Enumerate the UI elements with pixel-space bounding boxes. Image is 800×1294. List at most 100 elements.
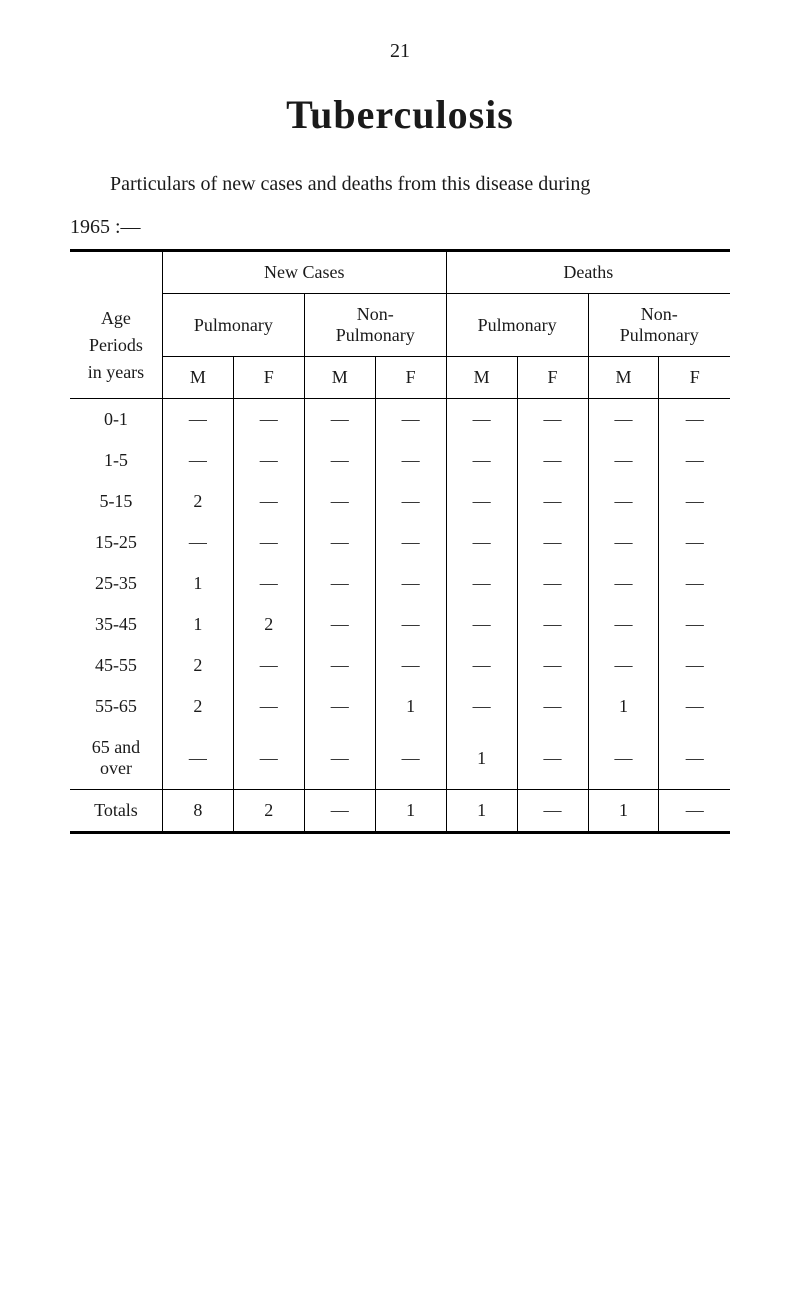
cell: —	[588, 645, 659, 686]
cell: —	[375, 440, 446, 481]
cell: —	[446, 686, 517, 727]
cell: —	[375, 522, 446, 563]
totals-row: Totals 8 2 — 1 1 — 1 —	[70, 790, 730, 833]
cell: —	[517, 645, 588, 686]
header-f: F	[375, 357, 446, 399]
page-number: 21	[70, 40, 730, 63]
cell: —	[304, 727, 375, 790]
cell: —	[375, 399, 446, 441]
cell: —	[233, 727, 304, 790]
cell: 1	[588, 686, 659, 727]
cell: —	[446, 522, 517, 563]
text: Non-	[357, 304, 394, 324]
header-f: F	[517, 357, 588, 399]
cell: —	[162, 399, 233, 441]
header-nc-pulmonary: Pulmonary	[162, 294, 304, 357]
cell: —	[304, 399, 375, 441]
row-label: 15-25	[70, 522, 162, 563]
cell: —	[162, 727, 233, 790]
cell: —	[446, 604, 517, 645]
table-row: 45-55 2 — — — — — — —	[70, 645, 730, 686]
header-d-nonpulmonary: Non- Pulmonary	[588, 294, 730, 357]
cell: —	[517, 440, 588, 481]
table-row: 65 and over — — — — 1 — — —	[70, 727, 730, 790]
cell: 1	[162, 563, 233, 604]
cell: 2	[162, 686, 233, 727]
cell: —	[659, 727, 730, 790]
cell: —	[233, 563, 304, 604]
text: Pulmonary	[336, 325, 415, 345]
cell: —	[588, 399, 659, 441]
text: Non-	[641, 304, 678, 324]
cell: 1	[375, 790, 446, 833]
header-nc-nonpulmonary: Non- Pulmonary	[304, 294, 446, 357]
cell: 1	[446, 790, 517, 833]
spacer	[70, 251, 162, 294]
cell: —	[588, 440, 659, 481]
cell: 2	[162, 481, 233, 522]
cell: —	[304, 645, 375, 686]
cell: —	[517, 399, 588, 441]
header-d-pulmonary: Pulmonary	[446, 294, 588, 357]
cell: —	[659, 399, 730, 441]
row-label: 0-1	[70, 399, 162, 441]
cell: —	[659, 790, 730, 833]
row-label: 55-65	[70, 686, 162, 727]
header-deaths: Deaths	[446, 251, 730, 294]
header-age: Age Periods in years	[70, 294, 162, 399]
cell: —	[517, 522, 588, 563]
cell: 1	[588, 790, 659, 833]
cell: —	[659, 563, 730, 604]
document-title: Tuberculosis	[70, 91, 730, 138]
cell: —	[659, 481, 730, 522]
cell: —	[233, 481, 304, 522]
cell: —	[233, 399, 304, 441]
row-label: 35-45	[70, 604, 162, 645]
year-line: 1965 :—	[70, 216, 730, 239]
cell: —	[588, 522, 659, 563]
tuberculosis-table: New Cases Deaths Age Periods in years Pu…	[70, 249, 730, 834]
cell: —	[233, 440, 304, 481]
row-label: 65 and over	[70, 727, 162, 790]
cell: —	[517, 563, 588, 604]
cell: —	[517, 727, 588, 790]
cell: —	[446, 563, 517, 604]
cell: —	[659, 604, 730, 645]
cell: —	[304, 790, 375, 833]
cell: —	[588, 727, 659, 790]
table-row: 15-25 — — — — — — — —	[70, 522, 730, 563]
row-label: 45-55	[70, 645, 162, 686]
intro-paragraph: Particulars of new cases and deaths from…	[70, 170, 730, 198]
cell: —	[659, 522, 730, 563]
cell: —	[588, 604, 659, 645]
table-row: 55-65 2 — — 1 — — 1 —	[70, 686, 730, 727]
header-m: M	[588, 357, 659, 399]
cell: —	[588, 563, 659, 604]
cell: —	[162, 522, 233, 563]
header-f: F	[659, 357, 730, 399]
cell: 2	[162, 645, 233, 686]
header-m: M	[304, 357, 375, 399]
cell: —	[162, 440, 233, 481]
cell: —	[517, 604, 588, 645]
header-age-text: Age Periods in years	[88, 308, 144, 382]
row-label: 5-15	[70, 481, 162, 522]
cell: —	[517, 790, 588, 833]
cell: —	[304, 481, 375, 522]
cell: —	[375, 563, 446, 604]
cell: —	[304, 440, 375, 481]
document-page: 21 Tuberculosis Particulars of new cases…	[0, 0, 800, 834]
cell: —	[304, 563, 375, 604]
cell: 1	[375, 686, 446, 727]
cell: —	[375, 727, 446, 790]
cell: —	[375, 481, 446, 522]
table-row: 5-15 2 — — — — — — —	[70, 481, 730, 522]
cell: —	[659, 440, 730, 481]
header-m: M	[446, 357, 517, 399]
row-label: 1-5	[70, 440, 162, 481]
cell: —	[304, 604, 375, 645]
cell: —	[446, 481, 517, 522]
cell: —	[233, 645, 304, 686]
cell: —	[233, 686, 304, 727]
row-label: 25-35	[70, 563, 162, 604]
